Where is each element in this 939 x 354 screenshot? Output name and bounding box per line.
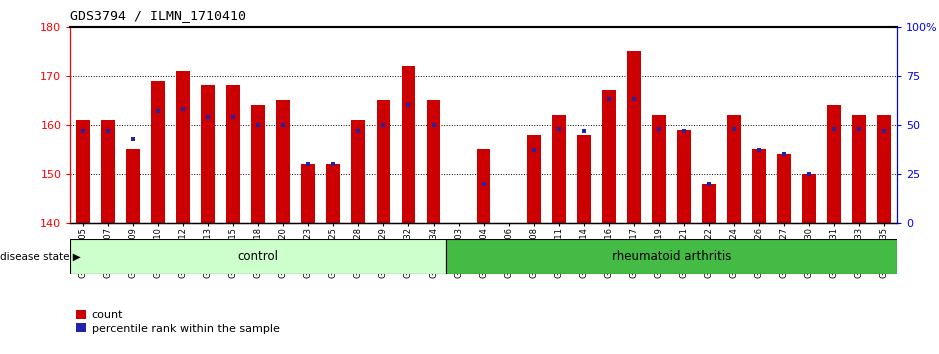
Bar [351, 120, 365, 223]
Text: control: control [238, 250, 279, 263]
Bar [301, 164, 316, 223]
Bar [177, 71, 190, 223]
Bar [402, 66, 415, 223]
Bar [252, 105, 265, 223]
Bar [552, 115, 565, 223]
Bar [70, 239, 446, 274]
Bar [652, 115, 666, 223]
Bar [827, 105, 841, 223]
Text: rheumatoid arthritis: rheumatoid arthritis [611, 250, 731, 263]
Bar [777, 154, 791, 223]
Bar [327, 164, 340, 223]
Bar [602, 90, 616, 223]
Bar [126, 149, 140, 223]
Bar [802, 174, 816, 223]
Bar [853, 115, 866, 223]
Legend: count, percentile rank within the sample: count, percentile rank within the sample [76, 310, 280, 334]
Bar [226, 85, 240, 223]
Bar [446, 239, 897, 274]
Text: GDS3794 / ILMN_1710410: GDS3794 / ILMN_1710410 [70, 9, 246, 22]
Bar [151, 81, 165, 223]
Bar [101, 120, 115, 223]
Text: disease state ▶: disease state ▶ [0, 252, 81, 262]
Bar [426, 100, 440, 223]
Bar [877, 115, 891, 223]
Bar [527, 135, 541, 223]
Bar [627, 51, 640, 223]
Bar [201, 85, 215, 223]
Bar [477, 149, 490, 223]
Bar [377, 100, 391, 223]
Bar [752, 149, 766, 223]
Bar [276, 100, 290, 223]
Bar [677, 130, 691, 223]
Bar [577, 135, 591, 223]
Bar [76, 120, 90, 223]
Bar [727, 115, 741, 223]
Bar [702, 184, 716, 223]
